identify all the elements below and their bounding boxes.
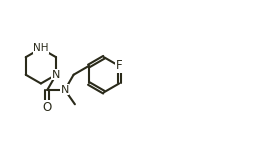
Text: N: N [61,85,69,95]
Text: N: N [52,70,60,80]
Text: F: F [116,60,123,73]
Text: O: O [43,101,52,114]
Text: NH: NH [33,43,49,53]
